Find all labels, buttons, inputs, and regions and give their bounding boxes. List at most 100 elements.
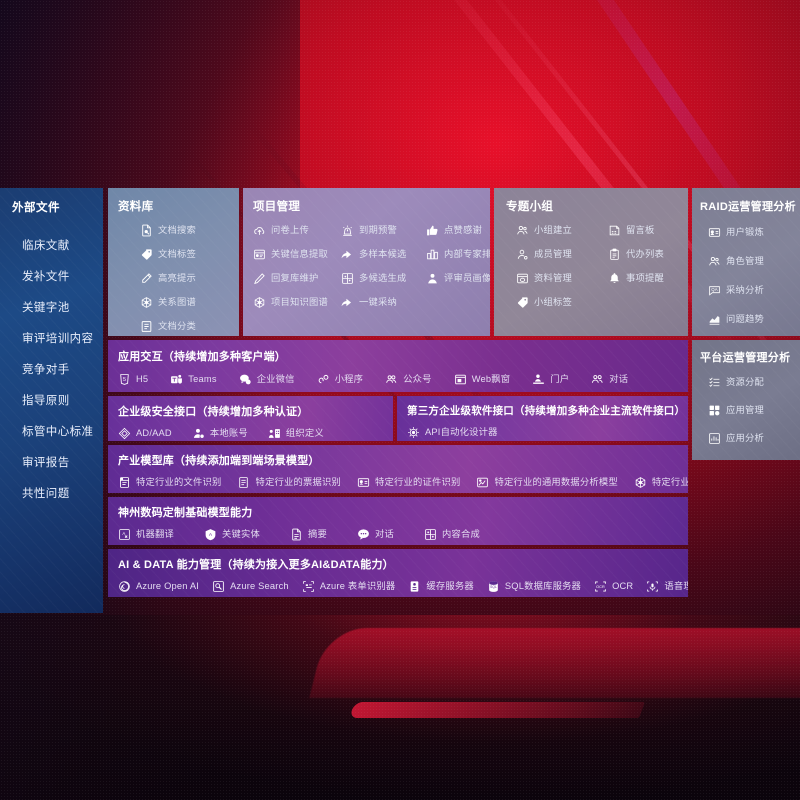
- library-item-document-search[interactable]: 文档搜索: [140, 224, 239, 237]
- panel-project-title: 项目管理: [253, 201, 301, 213]
- library-item-relation-graph[interactable]: 关系图谱: [140, 296, 239, 309]
- project-item-multi-sample-candidate[interactable]: 多样本候选: [341, 248, 426, 261]
- item-label: Azure 表单识别器: [319, 580, 396, 591]
- app-item-wecom[interactable]: 企业微信: [239, 373, 295, 386]
- ai-item-speech-understanding[interactable]: 语音理解: [646, 580, 688, 593]
- project-item-internal-expert-ranking[interactable]: 内部专家排名: [426, 248, 490, 261]
- app-item-h5[interactable]: 5 H5: [118, 373, 148, 386]
- industry-item-id-recognition[interactable]: 特定行业的证件识别: [357, 476, 460, 489]
- sidebar-item-standards-center[interactable]: 标管中心标准: [22, 425, 94, 438]
- svg-text:A: A: [122, 531, 125, 536]
- base-item-key-entity[interactable]: A 关键实体: [204, 528, 260, 541]
- group-item-message-board[interactable]: 留言板: [608, 224, 688, 237]
- panel-topic-group: 专题小组 小组建立 留言板 成员管理 代办列表: [494, 188, 688, 336]
- item-label: 关系图谱: [158, 296, 196, 307]
- ai-item-cache-server[interactable]: 缓存服务器: [408, 580, 474, 593]
- industry-item-file-recognition[interactable]: 特定行业的文件识别: [118, 476, 221, 489]
- library-item-document-category[interactable]: 文档分类: [140, 320, 239, 333]
- miniprogram-icon: [317, 373, 330, 386]
- ranking-bars-icon: [426, 248, 439, 261]
- library-item-highlight[interactable]: 高亮提示: [140, 272, 239, 285]
- item-label: 采纳分析: [726, 284, 764, 295]
- sidebar-item-clinical-literature[interactable]: 临床文献: [22, 239, 70, 252]
- group-item-group-tag[interactable]: 小组标签: [516, 296, 608, 309]
- sidebar-item-guidelines[interactable]: 指导原则: [22, 394, 70, 407]
- project-item-expiry-warning[interactable]: 到期预警: [341, 224, 426, 237]
- band-app-interaction-title: 应用交互（持续增加多种客户端）: [118, 351, 286, 363]
- project-item-knowledge-graph[interactable]: 项目知识图谱: [253, 296, 341, 309]
- industry-item-receipt-recognition[interactable]: 特定行业的票据识别: [237, 476, 341, 489]
- project-item-multi-candidate-generate[interactable]: 多候选生成: [341, 272, 426, 285]
- project-item-reply-library[interactable]: 回复库维护: [253, 272, 341, 285]
- group-item-material-management[interactable]: 资料管理: [516, 272, 608, 285]
- app-item-dialog[interactable]: 对话: [591, 373, 628, 386]
- sidebar-item-review-report[interactable]: 审评报告: [22, 456, 70, 469]
- project-item-thanks-like[interactable]: 点赞感谢: [426, 224, 490, 237]
- svg-text:OCR: OCR: [596, 585, 605, 589]
- base-item-dialog[interactable]: 对话: [357, 528, 394, 541]
- app-item-miniprogram[interactable]: 小程序: [317, 373, 364, 386]
- project-item-questionnaire-upload[interactable]: 问卷上传: [253, 224, 341, 237]
- industry-item-data-analysis-model[interactable]: 特定行业的通用数据分析模型: [476, 476, 618, 489]
- group-item-member-management[interactable]: 成员管理: [516, 248, 608, 261]
- item-label: 点赞感谢: [444, 224, 482, 235]
- sidebar-item-review-training[interactable]: 审评培训内容: [22, 332, 94, 345]
- grid-expand-icon: [341, 272, 354, 285]
- raid-item-role-management[interactable]: 角色管理: [708, 255, 800, 268]
- summary-doc-icon: [290, 528, 303, 541]
- base-item-machine-translation[interactable]: A 机器翻译: [118, 528, 174, 541]
- message-board-icon: [608, 224, 621, 237]
- industry-item-knowledge-model[interactable]: 特定行业的通用知识测谋模型: [634, 476, 688, 489]
- sidebar-item-common-issues[interactable]: 共性问题: [22, 487, 70, 500]
- item-label: 高亮提示: [158, 272, 196, 283]
- raid-item-adoption-analysis[interactable]: QA 采纳分析: [708, 284, 800, 297]
- html5-icon: 5: [118, 373, 131, 386]
- group-item-create-group[interactable]: 小组建立: [516, 224, 608, 237]
- group-item-todo-list[interactable]: 代办列表: [608, 248, 688, 261]
- platform-item-app-management[interactable]: 应用管理: [708, 404, 800, 417]
- sidebar-item-competitors[interactable]: 竞争对手: [22, 363, 70, 376]
- project-item-reviewer-portrait[interactable]: 评审员画像: [426, 272, 490, 285]
- base-item-summary[interactable]: 摘要: [290, 528, 327, 541]
- platform-item-app-analysis[interactable]: 应用分析: [708, 432, 800, 445]
- ai-item-ocr[interactable]: OCR OCR: [594, 580, 633, 593]
- item-label: 项目知识图谱: [271, 296, 328, 307]
- item-label: 到期预警: [359, 224, 397, 235]
- panel-group-title: 专题小组: [506, 201, 554, 213]
- raid-item-issue-trend[interactable]: 问题趋势: [708, 313, 800, 326]
- app-item-teams[interactable]: Teams: [170, 373, 216, 386]
- chat-bubble-icon: [357, 528, 370, 541]
- security-item-org-definition[interactable]: 组织定义: [268, 427, 324, 440]
- panel-project-items: 问卷上传 到期预警 点赞感谢 关键信息提取 多样本候选: [243, 214, 490, 309]
- qa-chat-icon: QA: [708, 284, 721, 297]
- group-item-item-reminder[interactable]: 事项提醒: [608, 272, 688, 285]
- thirdparty-item-api-designer[interactable]: API自动化设计器: [407, 426, 498, 439]
- ai-item-form-recognizer[interactable]: Azure 表单识别器: [302, 580, 396, 593]
- app-item-web-popup[interactable]: Web飘窗: [454, 373, 511, 386]
- ai-item-azure-openai[interactable]: Azure Open AI: [118, 580, 199, 593]
- band-base-models: 神州数码定制基础模型能力 A 机器翻译 A 关键实体 摘要 对话: [108, 497, 688, 545]
- base-item-content-synthesis[interactable]: 内容合成: [424, 528, 480, 541]
- band-thirdparty-items: API自动化设计器: [397, 418, 688, 439]
- item-label: 多候选生成: [359, 272, 407, 283]
- sidebar-item-supplement-docs[interactable]: 发补文件: [22, 270, 70, 283]
- app-item-portal[interactable]: 门户: [532, 373, 569, 386]
- project-item-one-click-adopt[interactable]: 一键采纳: [341, 296, 426, 309]
- item-label: 多样本候选: [359, 248, 407, 259]
- app-item-official-account[interactable]: 公众号: [385, 373, 432, 386]
- project-item-key-info-extract[interactable]: 关键信息提取: [253, 248, 341, 261]
- item-label: Teams: [188, 373, 217, 384]
- platform-item-resource-allocation[interactable]: 资源分配: [708, 376, 800, 389]
- library-item-document-tag[interactable]: 文档标签: [140, 248, 239, 261]
- item-label: 组织定义: [285, 427, 324, 438]
- raid-item-user-terminal[interactable]: 用户锻炼: [708, 226, 800, 239]
- sidebar-item-keyword-pool[interactable]: 关键字池: [22, 301, 70, 314]
- ai-item-sql-database[interactable]: SQL SQL数据库服务器: [487, 580, 581, 593]
- ai-item-azure-search[interactable]: Azure Search: [212, 580, 289, 593]
- local-account-icon: [192, 427, 205, 440]
- security-item-local-account[interactable]: 本地账号: [192, 427, 248, 440]
- content-synthesis-icon: [424, 528, 437, 541]
- item-label: 文档标签: [158, 248, 196, 259]
- item-label: 门户: [550, 373, 570, 384]
- security-item-ad-aad[interactable]: AD/AAD: [118, 427, 172, 440]
